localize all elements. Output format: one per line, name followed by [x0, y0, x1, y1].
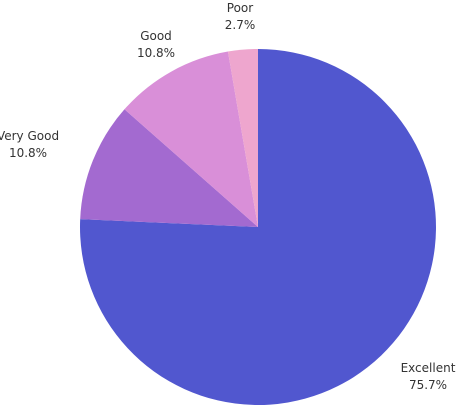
slice-label-good: Good [140, 29, 172, 43]
pie-slice-poor [227, 49, 258, 227]
slice-value-good: 10.8% [137, 46, 175, 60]
slice-label-poor: Poor [227, 1, 253, 15]
slice-value-poor: 2.7% [225, 18, 256, 32]
slice-value-excellent: 75.7% [409, 378, 447, 392]
slice-label-very-good: Very Good [0, 129, 59, 143]
slice-value-very-good: 10.8% [9, 146, 47, 160]
pie-slices [79, 49, 436, 405]
pie-labels: Excellent 75.7% Very Good 10.8% Good 10.8% Poo… [0, 1, 456, 392]
pie-slice-excellent [79, 49, 436, 405]
pie-slice-good [124, 51, 258, 228]
slice-label-excellent: Excellent [401, 361, 456, 375]
pie-slice-very-good [80, 109, 258, 227]
